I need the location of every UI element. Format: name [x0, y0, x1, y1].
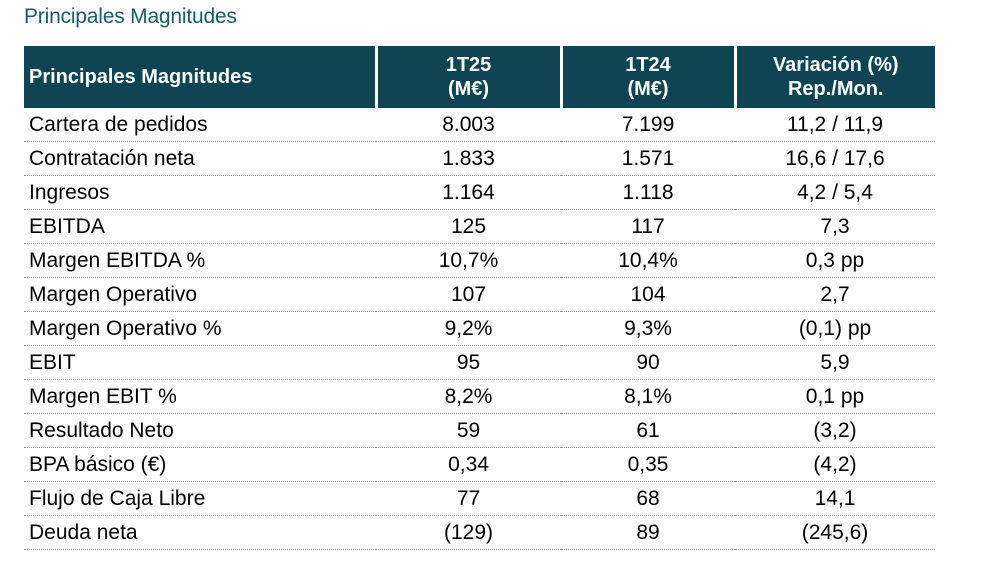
table-row: Margen Operativo % 9,2% 9,3% (0,1) pp [24, 311, 935, 346]
row-label-cell: Margen Operativo [24, 277, 376, 312]
row-variacion-cell: (4,2) [735, 447, 935, 482]
row-1t24-cell: 7.199 [561, 108, 735, 142]
principales-magnitudes-table: Principales Magnitudes 1T25 (M€) 1T24 (M… [24, 46, 935, 550]
row-label-cell: Contratación neta [24, 141, 376, 176]
row-variacion-cell: (245,6) [735, 515, 935, 550]
row-variacion-cell: 0,1 pp [735, 379, 935, 414]
header-1t25-text: 1T25 [445, 54, 492, 76]
table-row: Cartera de pedidos 8.003 7.199 11,2 / 11,9 [24, 108, 935, 142]
row-1t25-cell: 8,2% [376, 379, 561, 414]
row-1t25-cell: 59 [376, 413, 561, 448]
row-1t25-cell: 107 [376, 277, 561, 312]
header-1t25-unit: (M€) [447, 78, 490, 100]
row-1t24-cell: 90 [561, 345, 735, 380]
row-1t25-cell: 77 [376, 481, 561, 516]
header-variacion-column: Variación (%) Rep./Mon. [735, 46, 935, 108]
row-1t24-cell: 61 [561, 413, 735, 448]
row-1t24-cell: 0,35 [561, 447, 735, 482]
row-label-cell: EBITDA [24, 209, 376, 244]
row-1t25-cell: 1.164 [376, 175, 561, 210]
row-label-cell: Ingresos [24, 175, 376, 210]
table-row: Margen Operativo 107 104 2,7 [24, 277, 935, 312]
row-1t25-cell: 125 [376, 209, 561, 244]
row-variacion-cell: 14,1 [735, 481, 935, 516]
row-variacion-cell: 4,2 / 5,4 [735, 175, 935, 210]
row-label-cell: Margen EBITDA % [24, 243, 376, 278]
header-label-column: Principales Magnitudes [24, 46, 378, 108]
row-1t24-cell: 1.571 [561, 141, 735, 176]
row-1t25-cell: 8.003 [376, 108, 561, 142]
row-variacion-cell: 11,2 / 11,9 [735, 108, 935, 142]
row-1t24-cell: 104 [561, 277, 735, 312]
header-variacion-text: Variación (%) [772, 54, 899, 76]
row-1t25-cell: 9,2% [376, 311, 561, 346]
row-1t25-cell: 1.833 [376, 141, 561, 176]
row-label-cell: Resultado Neto [24, 413, 376, 448]
row-variacion-cell: 16,6 / 17,6 [735, 141, 935, 176]
table-header-row: Principales Magnitudes 1T25 (M€) 1T24 (M… [24, 46, 935, 108]
header-label-text: Principales Magnitudes [29, 66, 253, 88]
row-1t25-cell: 0,34 [376, 447, 561, 482]
header-1t24-text: 1T24 [625, 54, 671, 76]
table-row: Margen EBIT % 8,2% 8,1% 0,1 pp [24, 379, 935, 414]
row-1t24-cell: 8,1% [561, 379, 735, 414]
table-row: Flujo de Caja Libre 77 68 14,1 [24, 481, 935, 516]
row-label-cell: Flujo de Caja Libre [24, 481, 376, 516]
row-1t25-cell: 95 [376, 345, 561, 380]
row-variacion-cell: 7,3 [735, 209, 935, 244]
row-variacion-cell: (3,2) [735, 413, 935, 448]
row-variacion-cell: 0,3 pp [735, 243, 935, 278]
row-1t24-cell: 89 [561, 515, 735, 550]
page-title: Principales Magnitudes [24, 5, 237, 28]
row-variacion-cell: (0,1) pp [735, 311, 935, 346]
table-row: Deuda neta (129) 89 (245,6) [24, 515, 935, 550]
table-row: BPA básico (€) 0,34 0,35 (4,2) [24, 447, 935, 482]
header-variacion-sub: Rep./Mon. [787, 78, 884, 100]
row-1t24-cell: 9,3% [561, 311, 735, 346]
row-1t24-cell: 10,4% [561, 243, 735, 278]
row-1t24-cell: 1.118 [561, 175, 735, 210]
row-1t25-cell: (129) [376, 515, 561, 550]
table-row: Ingresos 1.164 1.118 4,2 / 5,4 [24, 175, 935, 210]
table-body: Cartera de pedidos 8.003 7.199 11,2 / 11,9 C… [24, 108, 935, 550]
row-label-cell: Margen EBIT % [24, 379, 376, 414]
row-label-cell: EBIT [24, 345, 376, 380]
table-row: Contratación neta 1.833 1.571 16,6 / 17,6 [24, 141, 935, 176]
table-row: EBITDA 125 117 7,3 [24, 209, 935, 244]
row-label-cell: Cartera de pedidos [24, 108, 376, 142]
row-label-cell: Deuda neta [24, 515, 376, 550]
row-1t24-cell: 117 [561, 209, 735, 244]
row-label-cell: Margen Operativo % [24, 311, 376, 346]
table-row: EBIT 95 90 5,9 [24, 345, 935, 380]
table-row: Resultado Neto 59 61 (3,2) [24, 413, 935, 448]
row-variacion-cell: 5,9 [735, 345, 935, 380]
header-1t25-column: 1T25 (M€) [376, 46, 563, 108]
table-row: Margen EBITDA % 10,7% 10,4% 0,3 pp [24, 243, 935, 278]
header-1t24-unit: (M€) [627, 78, 669, 100]
row-label-cell: BPA básico (€) [24, 447, 376, 482]
header-1t24-column: 1T24 (M€) [561, 46, 737, 108]
row-1t25-cell: 10,7% [376, 243, 561, 278]
row-variacion-cell: 2,7 [735, 277, 935, 312]
row-1t24-cell: 68 [561, 481, 735, 516]
